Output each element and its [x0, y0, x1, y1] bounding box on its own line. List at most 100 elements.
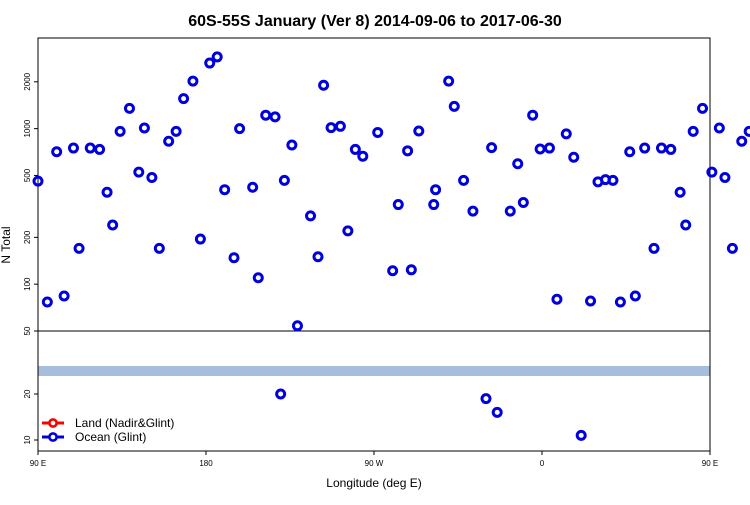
y-tick-label: 500 — [23, 168, 32, 182]
data-point — [512, 158, 524, 170]
plot-frame — [37, 37, 711, 452]
x-tick-label: 180 — [199, 459, 213, 468]
data-point — [114, 125, 126, 137]
legend: Land (Nadir&Glint) Ocean (Glint) — [42, 416, 174, 444]
data-point — [32, 175, 44, 187]
data-point — [443, 75, 455, 87]
data-point — [291, 320, 303, 332]
data-point — [318, 79, 330, 91]
y-axis-upper: 50 100 200 500 1000 2000 — [23, 72, 38, 335]
data-point — [194, 233, 206, 245]
data-point — [260, 109, 272, 121]
data-point — [204, 57, 216, 69]
data-point — [527, 109, 539, 121]
data-point — [325, 122, 337, 134]
data-point — [133, 166, 145, 178]
data-point — [94, 143, 106, 155]
data-point — [146, 172, 158, 184]
y-axis-label: N Total — [0, 226, 13, 263]
data-point — [405, 264, 417, 276]
data-point — [269, 111, 281, 123]
data-point — [163, 135, 175, 147]
x-tick-label: 90 E — [30, 459, 46, 468]
data-point — [278, 174, 290, 186]
legend-land-label: Land (Nadir&Glint) — [75, 416, 174, 430]
x-tick-label: 90 W — [365, 459, 384, 468]
x-axis: 90 E 180 90 W 0 90 E — [30, 451, 718, 468]
data-point — [614, 296, 626, 308]
data-point — [629, 290, 641, 302]
data-point — [211, 51, 223, 63]
data-point — [430, 184, 442, 196]
data-point — [305, 210, 317, 222]
data-point — [680, 219, 692, 231]
data-point — [467, 205, 479, 217]
data-point — [551, 293, 563, 305]
data-point — [138, 122, 150, 134]
data-point — [153, 242, 165, 254]
y-tick-label: 100 — [23, 277, 32, 291]
data-point — [372, 126, 384, 138]
legend-ocean-marker — [48, 432, 58, 442]
data-point — [178, 93, 190, 105]
data-point — [252, 272, 264, 284]
data-point — [743, 125, 750, 137]
data-point — [736, 135, 748, 147]
data-point — [648, 242, 660, 254]
data-point — [568, 151, 580, 163]
data-point — [719, 172, 731, 184]
data-point — [392, 199, 404, 211]
data-point — [228, 252, 240, 264]
data-point — [101, 186, 113, 198]
data-point — [342, 225, 354, 237]
data-point — [706, 166, 718, 178]
data-point — [247, 181, 259, 193]
data-point — [387, 265, 399, 277]
data-point — [41, 296, 53, 308]
data-point — [655, 142, 667, 154]
data-point — [639, 142, 651, 154]
data-point — [51, 146, 63, 158]
data-point — [674, 186, 686, 198]
y-tick-label: 200 — [23, 230, 32, 244]
legend-entry-ocean: Ocean (Glint) — [42, 430, 146, 444]
data-point — [687, 125, 699, 137]
data-point — [575, 429, 587, 441]
data-point — [349, 143, 361, 155]
data-points — [32, 51, 750, 441]
data-point — [517, 197, 529, 209]
data-point — [697, 102, 709, 114]
data-point — [504, 205, 516, 217]
data-point — [713, 122, 725, 134]
data-point — [607, 174, 619, 186]
data-point — [357, 150, 369, 162]
data-point — [413, 125, 425, 137]
data-point — [534, 143, 546, 155]
data-point — [726, 242, 738, 254]
data-point — [219, 184, 231, 196]
x-tick-label: 0 — [540, 459, 545, 468]
legend-ocean-label: Ocean (Glint) — [75, 430, 146, 444]
y-axis-lower: 10 20 — [23, 389, 38, 444]
data-point — [107, 219, 119, 231]
x-axis-label: Longitude (deg E) — [326, 476, 421, 490]
data-point — [448, 100, 460, 112]
y-tick-label: 20 — [23, 389, 32, 398]
y-tick-label: 50 — [23, 326, 32, 335]
data-point — [624, 146, 636, 158]
data-point — [334, 120, 346, 132]
data-point — [84, 142, 96, 154]
lower-band — [38, 366, 710, 376]
data-point — [67, 142, 79, 154]
data-point — [402, 145, 414, 157]
data-point — [560, 128, 572, 140]
data-point — [73, 242, 85, 254]
y-tick-label: 2000 — [23, 72, 32, 90]
data-point — [543, 142, 555, 154]
data-point — [486, 142, 498, 154]
x-tick-label: 90 E — [702, 459, 718, 468]
y-tick-label: 10 — [23, 435, 32, 444]
data-point — [170, 125, 182, 137]
legend-land-marker — [48, 418, 58, 428]
